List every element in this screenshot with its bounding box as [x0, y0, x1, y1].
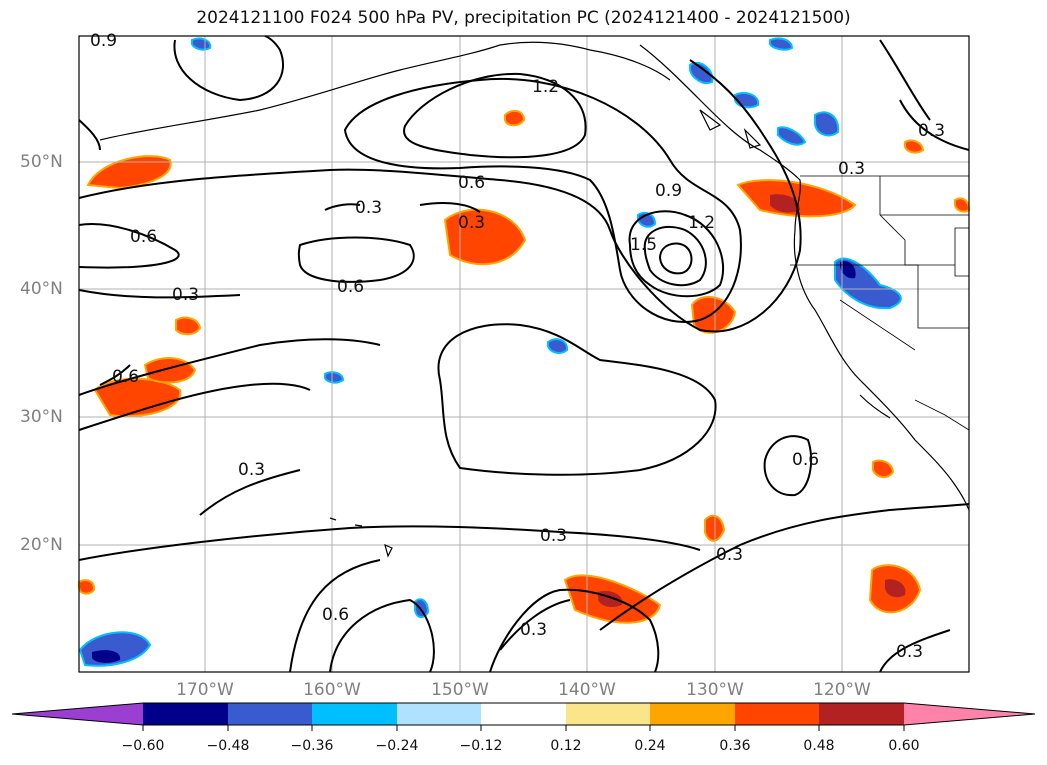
contour-label: 0.6	[112, 367, 139, 387]
precip-blob	[443, 208, 527, 266]
precip-blob	[769, 37, 794, 51]
lat-label-40n: 40°N	[20, 279, 63, 299]
lat-label-30n: 30°N	[20, 407, 63, 427]
colorbar-segment	[228, 703, 312, 725]
precip-blob	[770, 194, 800, 213]
colorbar-segment	[735, 703, 819, 725]
lon-label-130w: 130°W	[686, 680, 744, 700]
contour-label: 0.3	[896, 642, 923, 662]
colorbar	[11, 702, 1036, 731]
colorbar-tick-label: −0.60	[121, 738, 165, 754]
colorbar-tick-label: −0.36	[290, 738, 334, 754]
contour-label: 0.9	[655, 181, 682, 201]
contour-label: 1.2	[532, 77, 559, 97]
colorbar-tick-label: 0.36	[719, 738, 751, 754]
contour-label: 0.3	[540, 526, 567, 546]
map-border	[78, 35, 970, 673]
contour-label: 0.3	[520, 620, 547, 640]
contour-label: 0.6	[337, 277, 364, 297]
contour-label: 1.2	[688, 213, 715, 233]
coastlines	[99, 41, 970, 558]
colorbar-under-arrow	[12, 703, 143, 725]
precip-blob	[191, 37, 212, 51]
precip-blob	[93, 377, 182, 418]
lon-label-120w: 120°W	[813, 680, 871, 700]
contour-label: 0.6	[130, 227, 157, 247]
colorbar-segment	[481, 703, 566, 725]
precip-blob	[78, 579, 96, 595]
colorbar-segment	[312, 703, 397, 725]
colorbar-tick-label: 0.24	[634, 738, 666, 754]
contour-label: 0.3	[458, 213, 485, 233]
pv-contours	[78, 35, 970, 673]
precip-blob	[175, 316, 202, 336]
colorbar-tick-label: −0.24	[375, 738, 419, 754]
contour-label: 1.5	[630, 235, 657, 255]
contour-label: 0.3	[838, 159, 865, 179]
contour-label: 0.6	[458, 173, 485, 193]
precip-blob	[547, 338, 569, 354]
lon-label-150w: 150°W	[431, 680, 489, 700]
colorbar-tick-label: 0.60	[888, 738, 920, 754]
precip-blob	[954, 197, 971, 213]
colorbar-segment	[819, 703, 904, 725]
precip-blob	[840, 261, 856, 279]
colorbar-over-arrow	[904, 703, 1035, 725]
contour-label: 0.3	[918, 121, 945, 141]
precip-blob	[414, 598, 430, 618]
precip-blob	[504, 109, 526, 127]
contour-label: 0.6	[322, 605, 349, 625]
precip-blob	[814, 111, 840, 137]
colorbar-segment	[650, 703, 735, 725]
contour-label: 0.9	[90, 31, 117, 51]
precip-blob	[86, 155, 172, 190]
precip-blob	[777, 126, 807, 146]
precip-blob	[904, 139, 925, 154]
political-borders	[790, 175, 970, 431]
map-title: 2024121100 F024 500 hPa PV, precipitatio…	[196, 8, 851, 28]
lat-label-20n: 20°N	[20, 535, 63, 555]
precip-blob	[736, 179, 857, 218]
precip-blob	[324, 371, 345, 384]
precip-blob	[885, 579, 906, 598]
precip-blob	[92, 650, 121, 663]
lon-label-160w: 160°W	[303, 680, 361, 700]
precip-blob	[143, 357, 197, 384]
lon-label-140w: 140°W	[558, 680, 616, 700]
lon-label-170w: 170°W	[176, 680, 234, 700]
colorbar-segment	[143, 703, 228, 725]
colorbar-tick-label: −0.12	[459, 738, 503, 754]
precip-blob	[872, 459, 895, 478]
contour-label: 0.3	[355, 198, 382, 218]
contour-label: 0.6	[792, 450, 819, 470]
colorbar-segment	[566, 703, 650, 725]
colorbar-tick-label: −0.48	[206, 738, 250, 754]
precip-blob	[689, 62, 714, 84]
colorbar-tick-label: 0.12	[550, 738, 582, 754]
contour-label: 0.3	[716, 545, 743, 565]
graticule	[79, 36, 969, 672]
contour-labels: 0.9 1.2 0.3 0.3 0.6 0.3 0.9 1.2 1.5 0.6 …	[90, 31, 945, 662]
colorbar-tick-label: 0.48	[803, 738, 835, 754]
contour-label: 0.3	[238, 460, 265, 480]
colorbar-segment	[397, 703, 481, 725]
lat-label-50n: 50°N	[20, 152, 63, 172]
contour-label: 0.3	[172, 285, 199, 305]
